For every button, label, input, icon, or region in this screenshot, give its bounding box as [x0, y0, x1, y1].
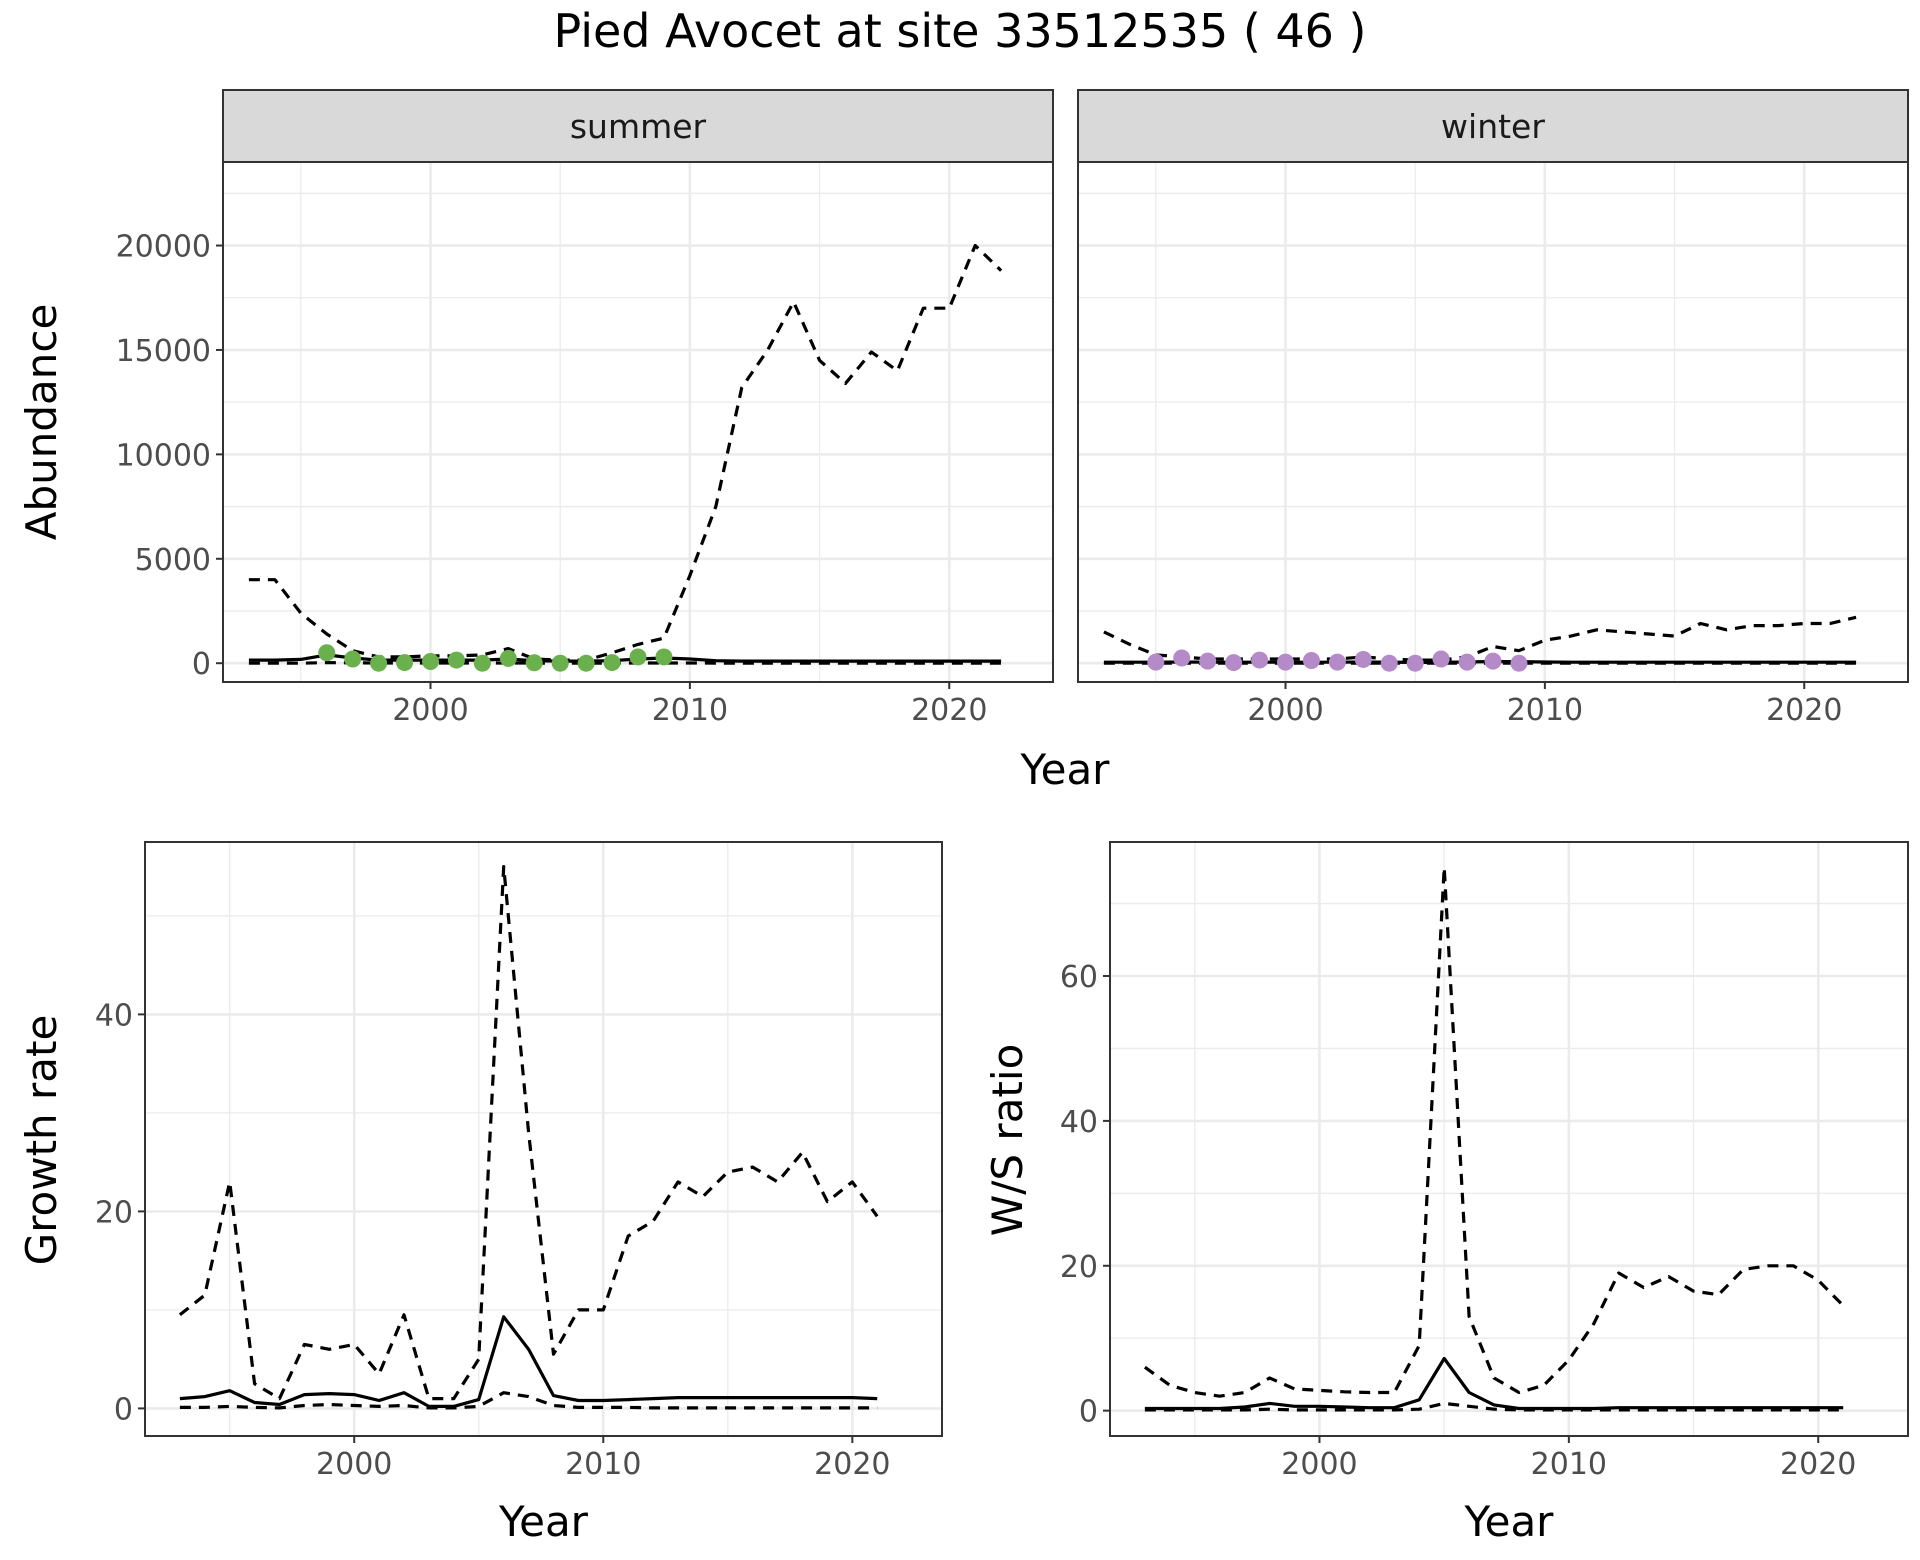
x-tick-label: 2000 — [1247, 693, 1323, 728]
observed-count-point — [499, 649, 517, 667]
facet-strip-label: winter — [1441, 107, 1545, 146]
y-tick-label: 20000 — [116, 230, 211, 265]
x-tick-label: 2020 — [1780, 1447, 1856, 1482]
upper-bound-line — [178, 865, 879, 1401]
panel-border — [1109, 841, 1909, 1437]
observed-count-point — [1458, 653, 1476, 671]
lower-bound-line — [179, 1391, 878, 1410]
panel-background — [1078, 162, 1908, 682]
panel-border — [144, 841, 943, 1437]
y-axis-title: Growth rate — [17, 1015, 66, 1266]
observed-count-point — [318, 644, 336, 662]
x-axis-title: Year — [498, 1497, 589, 1546]
facet-strip — [1077, 89, 1909, 163]
observed-count-point — [1147, 653, 1165, 671]
observed-count-point — [1302, 651, 1320, 669]
panel-background — [1110, 842, 1908, 1436]
y-axis-title: Abundance — [17, 304, 66, 541]
observed-count-point — [603, 654, 621, 672]
panel-background — [145, 842, 942, 1436]
observed-count-point — [396, 654, 414, 672]
y-tick-label: 40 — [1060, 1105, 1098, 1140]
y-tick-label: 5000 — [135, 543, 211, 578]
mean-line — [179, 1315, 878, 1408]
observed-count-point — [629, 648, 647, 666]
y-tick-label: 0 — [114, 1392, 133, 1427]
observed-count-point — [1406, 654, 1424, 672]
observed-count-point — [473, 654, 491, 672]
y-tick-label: 0 — [1079, 1395, 1098, 1430]
y-tick-label: 10000 — [116, 438, 211, 473]
observed-count-point — [1199, 652, 1217, 670]
lower-bound-line — [1144, 1401, 1844, 1412]
observed-count-point — [1251, 651, 1269, 669]
observed-count-point — [1510, 654, 1528, 672]
observed-count-point — [655, 648, 673, 666]
facet-strip-label: summer — [570, 107, 707, 146]
observed-count-point — [1380, 654, 1398, 672]
growth-rate-chart: 2000 2010 2020 0 20 40 Year Growth rate — [17, 841, 943, 1546]
observed-count-point — [1432, 650, 1450, 668]
panel-border — [222, 161, 1054, 683]
observed-count-point — [344, 650, 362, 668]
facet-strip — [222, 89, 1054, 163]
y-tick-label: 0 — [192, 647, 211, 682]
observed-count-point — [1484, 652, 1502, 670]
x-tick-label: 2000 — [316, 1447, 392, 1482]
mean-line — [1144, 1356, 1844, 1411]
y-tick-label: 60 — [1060, 960, 1098, 995]
y-axis-title: W/S ratio — [983, 1044, 1032, 1237]
upper-bound-line — [1103, 615, 1857, 662]
observed-count-point — [525, 654, 543, 672]
x-tick-label: 2020 — [814, 1447, 890, 1482]
figure-title: Pied Avocet at site 33512535 ( 46 ) — [554, 4, 1367, 58]
panel-border — [1077, 161, 1909, 683]
observed-count-point — [447, 651, 465, 669]
observed-count-point — [1277, 653, 1294, 671]
x-axis-title: Year — [1020, 745, 1111, 794]
observed-count-point — [577, 654, 595, 672]
upper-bound-line — [1143, 865, 1845, 1398]
x-tick-label: 2010 — [652, 693, 728, 728]
x-tick-label: 2010 — [1531, 1447, 1607, 1482]
x-axis-title: Year — [1464, 1497, 1555, 1546]
y-tick-label: 40 — [95, 998, 133, 1033]
abundance-chart: summer 2000 2010 2020 0 5000 10000 15000 20000 wi… — [17, 89, 1909, 794]
mean-line — [1103, 659, 1857, 664]
observed-count-point — [1225, 654, 1243, 672]
observed-count-point — [551, 654, 569, 672]
x-tick-label: 2020 — [911, 693, 987, 728]
y-tick-label: 15000 — [116, 334, 211, 369]
x-tick-label: 2010 — [565, 1447, 641, 1482]
x-tick-label: 2000 — [392, 693, 468, 728]
observed-count-point — [1173, 649, 1191, 667]
observed-count-point — [1354, 650, 1372, 668]
observed-count-point — [422, 653, 439, 671]
y-tick-label: 20 — [1060, 1250, 1098, 1285]
observed-count-point — [370, 654, 388, 672]
observed-count-point — [1328, 653, 1346, 671]
panel-background — [223, 162, 1053, 682]
x-tick-label: 2010 — [1507, 693, 1583, 728]
y-tick-label: 20 — [95, 1195, 133, 1230]
x-tick-label: 2020 — [1766, 693, 1842, 728]
ws-ratio-chart: 2000 2010 2020 0 20 40 60 Year W/S ratio — [983, 841, 1909, 1546]
upper-bound-line — [248, 243, 1003, 662]
x-tick-label: 2000 — [1281, 1447, 1357, 1482]
